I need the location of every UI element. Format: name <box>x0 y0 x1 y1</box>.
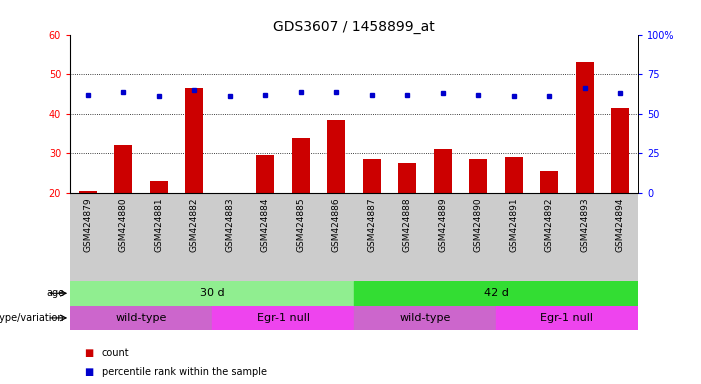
Text: GSM424890: GSM424890 <box>474 197 483 252</box>
Text: GSM424883: GSM424883 <box>225 197 234 252</box>
Bar <box>186 88 203 193</box>
Text: GSM424893: GSM424893 <box>580 197 589 252</box>
Bar <box>212 306 354 330</box>
Bar <box>505 157 522 193</box>
Text: ■: ■ <box>84 348 93 358</box>
Text: GSM424894: GSM424894 <box>615 197 625 252</box>
Text: GSM424886: GSM424886 <box>332 197 341 252</box>
Text: genotype/variation: genotype/variation <box>0 313 64 323</box>
Text: 42 d: 42 d <box>484 288 508 298</box>
Bar <box>257 156 274 193</box>
Text: GSM424880: GSM424880 <box>119 197 128 252</box>
Title: GDS3607 / 1458899_at: GDS3607 / 1458899_at <box>273 20 435 33</box>
Text: GSM424889: GSM424889 <box>438 197 447 252</box>
Bar <box>470 159 487 193</box>
Text: count: count <box>102 348 129 358</box>
Text: GSM424885: GSM424885 <box>297 197 305 252</box>
Bar <box>496 306 638 330</box>
Bar <box>114 146 132 193</box>
Text: GSM424882: GSM424882 <box>190 197 199 252</box>
Bar <box>327 120 345 193</box>
Bar <box>79 191 97 193</box>
Bar <box>70 281 354 306</box>
Bar <box>70 306 212 330</box>
Text: 30 d: 30 d <box>200 288 224 298</box>
Text: percentile rank within the sample: percentile rank within the sample <box>102 367 266 377</box>
Text: GSM424887: GSM424887 <box>367 197 376 252</box>
Text: GSM424892: GSM424892 <box>545 197 554 252</box>
Text: age: age <box>46 288 64 298</box>
Text: Egr-1 null: Egr-1 null <box>257 313 310 323</box>
Text: ■: ■ <box>84 367 93 377</box>
Text: Egr-1 null: Egr-1 null <box>540 313 594 323</box>
Text: GSM424884: GSM424884 <box>261 197 270 252</box>
Bar <box>150 181 168 193</box>
Bar <box>611 108 629 193</box>
Text: GSM424879: GSM424879 <box>83 197 93 252</box>
Bar <box>292 137 310 193</box>
Bar <box>398 163 416 193</box>
Text: wild-type: wild-type <box>116 313 167 323</box>
Text: GSM424888: GSM424888 <box>403 197 411 252</box>
Bar <box>354 306 496 330</box>
Text: wild-type: wild-type <box>400 313 451 323</box>
Text: GSM424891: GSM424891 <box>509 197 518 252</box>
Text: GSM424881: GSM424881 <box>154 197 163 252</box>
Bar <box>354 281 638 306</box>
Bar <box>540 171 558 193</box>
Bar <box>363 159 381 193</box>
Bar <box>434 149 451 193</box>
Bar <box>576 62 594 193</box>
